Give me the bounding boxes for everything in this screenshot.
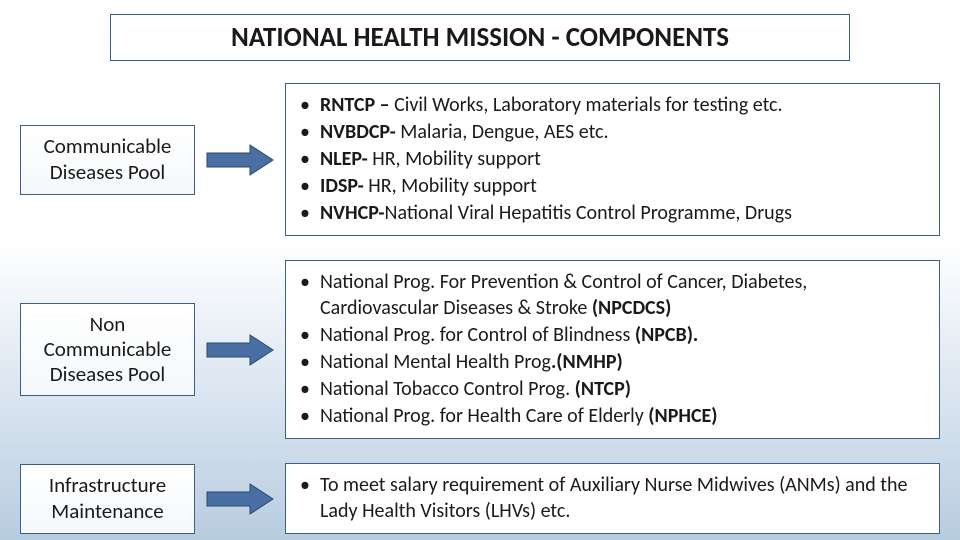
list-item-text: (NPCDCS)	[592, 296, 672, 320]
list-item-text: National Prog. for Control of Blindness	[320, 323, 635, 347]
list-item: National Prog. For Prevention & Control …	[314, 269, 927, 321]
content-box: To meet salary requirement of Auxiliary …	[285, 463, 940, 534]
list-item: NLEP- HR, Mobility support	[314, 146, 927, 172]
list-item-text: National Tobacco Control Prog.	[320, 377, 575, 401]
list-item-text: Civil Works, Laboratory materials for te…	[390, 93, 783, 117]
list-item: National Mental Health Prog.(NMHP)	[314, 349, 927, 375]
list-item-text: (NTCP)	[575, 377, 631, 401]
component-row: Non Communicable Diseases Pool National P…	[20, 260, 940, 439]
list-item-text: .(NMHP)	[551, 350, 623, 374]
list-item: National Prog. for Control of Blindness …	[314, 322, 927, 348]
list-item-text: National Mental Health Prog	[320, 350, 551, 374]
list-item-text: HR, Mobility support	[364, 174, 537, 198]
list-item-text: (NPCB).	[635, 323, 698, 347]
arrow-icon	[205, 143, 275, 177]
list-item-text: NVBDCP-	[320, 120, 396, 144]
list-item: National Prog. for Health Care of Elderl…	[314, 403, 927, 429]
arrow-wrap	[195, 482, 285, 516]
component-row: Infrastructure Maintenance To meet salary…	[20, 463, 940, 534]
arrow-wrap	[195, 143, 285, 177]
list-item-text: To meet salary requirement of Auxiliary …	[320, 473, 907, 523]
list-item-text: National Viral Hepatitis Control Program…	[385, 201, 792, 225]
item-list: National Prog. For Prevention & Control …	[296, 269, 927, 429]
list-item: NVBDCP- Malaria, Dengue, AES etc.	[314, 119, 927, 145]
list-item-text: National Prog. For Prevention & Control …	[320, 270, 807, 320]
list-item-text: (NPHCE)	[648, 404, 717, 428]
list-item-text: Malaria, Dengue, AES etc.	[396, 120, 609, 144]
content-box: RNTCP – Civil Works, Laboratory material…	[285, 83, 940, 236]
list-item: NVHCP-National Viral Hepatitis Control P…	[314, 200, 927, 226]
item-list: RNTCP – Civil Works, Laboratory material…	[296, 92, 927, 226]
rows-container: Communicable Diseases Pool RNTCP – Civil …	[20, 83, 940, 534]
list-item-text: IDSP-	[320, 174, 364, 198]
list-item: RNTCP – Civil Works, Laboratory material…	[314, 92, 927, 118]
list-item-text: NVHCP-	[320, 201, 385, 225]
list-item: IDSP- HR, Mobility support	[314, 173, 927, 199]
category-label: Non Communicable Diseases Pool	[20, 303, 195, 397]
arrow-icon	[205, 333, 275, 367]
list-item-text: NLEP-	[320, 147, 368, 171]
list-item: National Tobacco Control Prog. (NTCP)	[314, 376, 927, 402]
list-item-text: HR, Mobility support	[368, 147, 541, 171]
component-row: Communicable Diseases Pool RNTCP – Civil …	[20, 83, 940, 236]
category-label: Communicable Diseases Pool	[20, 125, 195, 195]
list-item-text: National Prog. for Health Care of Elderl…	[320, 404, 648, 428]
arrow-icon	[205, 482, 275, 516]
item-list: To meet salary requirement of Auxiliary …	[296, 472, 927, 524]
page-title: NATIONAL HEALTH MISSION - COMPONENTS	[110, 14, 850, 61]
category-label: Infrastructure Maintenance	[20, 464, 195, 534]
arrow-wrap	[195, 333, 285, 367]
list-item-text: RNTCP –	[320, 93, 390, 117]
content-box: National Prog. For Prevention & Control …	[285, 260, 940, 439]
list-item: To meet salary requirement of Auxiliary …	[314, 472, 927, 524]
